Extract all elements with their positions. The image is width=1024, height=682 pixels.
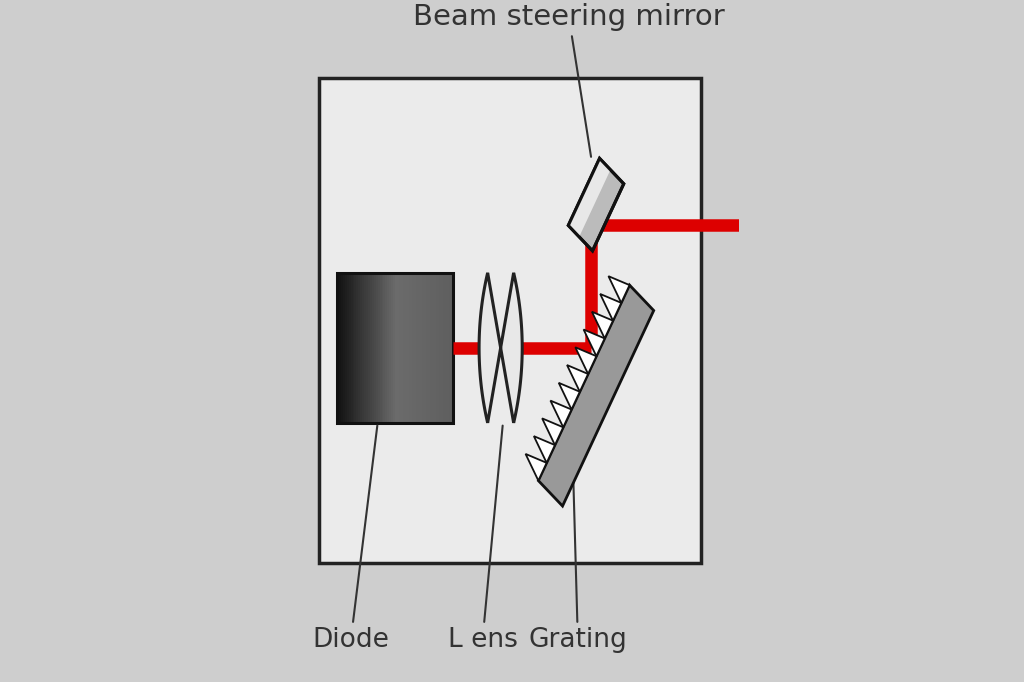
Bar — [400, 273, 402, 423]
Bar — [450, 273, 451, 423]
Text: Grating: Grating — [528, 482, 628, 653]
Bar — [389, 273, 391, 423]
Bar — [339, 273, 341, 423]
Polygon shape — [479, 273, 522, 423]
Bar — [451, 273, 453, 423]
Bar — [415, 273, 417, 423]
Bar — [393, 273, 395, 423]
Polygon shape — [600, 294, 622, 321]
Bar — [391, 273, 393, 423]
Bar — [343, 273, 345, 423]
Bar — [435, 273, 437, 423]
Bar — [402, 273, 404, 423]
Bar — [418, 273, 420, 423]
Polygon shape — [567, 365, 588, 391]
Bar — [430, 273, 432, 423]
Bar — [428, 273, 430, 423]
Bar — [441, 273, 443, 423]
Bar — [387, 273, 389, 423]
Bar — [437, 273, 439, 423]
Polygon shape — [525, 454, 547, 481]
Bar — [395, 273, 397, 423]
Bar — [370, 273, 372, 423]
Bar — [426, 273, 428, 423]
Text: L ens: L ens — [447, 426, 517, 653]
Polygon shape — [568, 158, 610, 237]
Text: Beam steering mirror: Beam steering mirror — [413, 3, 725, 157]
Polygon shape — [539, 285, 653, 506]
Bar — [365, 273, 367, 423]
Bar — [407, 273, 409, 423]
Polygon shape — [608, 276, 630, 303]
Bar — [397, 273, 399, 423]
Bar — [354, 273, 356, 423]
Bar — [352, 273, 354, 423]
Bar — [385, 273, 387, 423]
Bar — [347, 273, 349, 423]
Bar — [399, 273, 400, 423]
Bar — [378, 273, 380, 423]
Bar — [356, 273, 358, 423]
Bar — [411, 273, 413, 423]
Bar — [413, 273, 415, 423]
Polygon shape — [534, 436, 555, 463]
Bar — [445, 273, 447, 423]
Bar — [349, 273, 350, 423]
Bar — [358, 273, 360, 423]
Bar — [368, 273, 370, 423]
Bar — [432, 273, 433, 423]
Polygon shape — [559, 383, 580, 409]
Bar — [447, 273, 450, 423]
Bar — [433, 273, 435, 423]
Bar — [350, 273, 352, 423]
Bar — [341, 273, 343, 423]
Bar — [380, 273, 382, 423]
Bar — [382, 273, 383, 423]
Text: Diode: Diode — [312, 426, 389, 653]
Bar — [420, 273, 422, 423]
Bar — [374, 273, 376, 423]
Bar — [439, 273, 441, 423]
Polygon shape — [551, 400, 571, 428]
Bar — [404, 273, 407, 423]
Bar — [367, 273, 368, 423]
Bar — [376, 273, 378, 423]
Bar — [360, 273, 362, 423]
Bar — [337, 273, 453, 423]
Polygon shape — [575, 347, 596, 374]
Bar — [443, 273, 445, 423]
Bar — [318, 78, 700, 563]
Polygon shape — [584, 329, 604, 356]
Bar — [345, 273, 347, 423]
Bar — [362, 273, 365, 423]
Bar — [337, 273, 339, 423]
Polygon shape — [592, 312, 613, 338]
Bar — [422, 273, 424, 423]
Bar — [372, 273, 374, 423]
Bar — [417, 273, 418, 423]
Polygon shape — [542, 418, 563, 445]
Polygon shape — [568, 158, 624, 251]
Bar — [424, 273, 426, 423]
Bar — [409, 273, 411, 423]
Bar — [383, 273, 385, 423]
